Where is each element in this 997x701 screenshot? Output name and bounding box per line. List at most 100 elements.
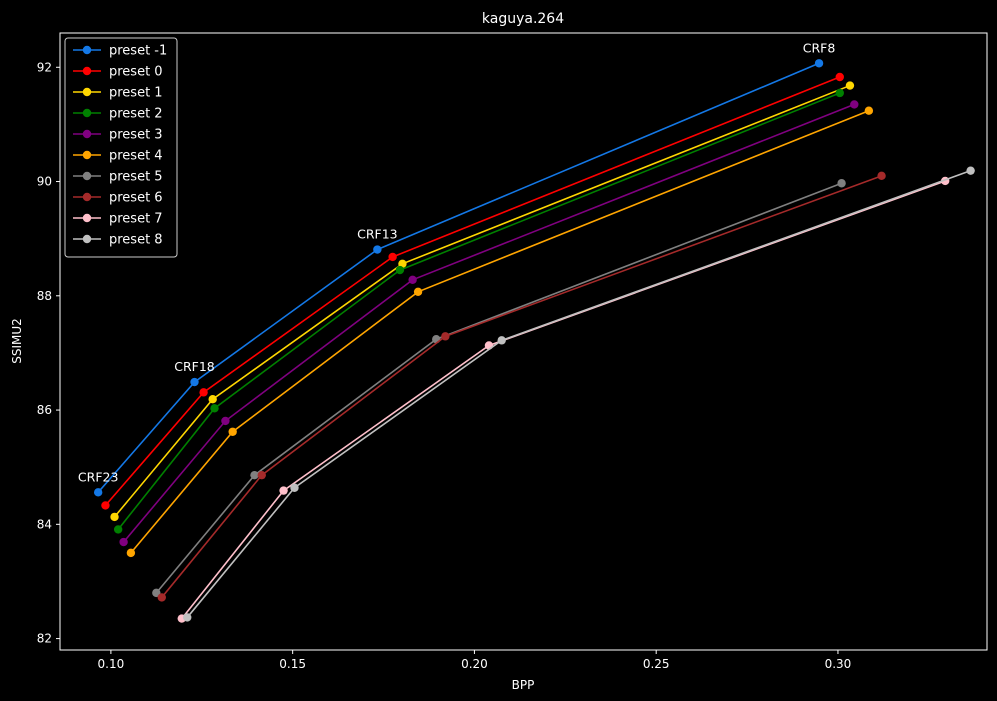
data-point bbox=[850, 100, 859, 109]
series-line bbox=[155, 182, 842, 594]
x-tick-label: 0.10 bbox=[98, 657, 125, 671]
data-point bbox=[93, 488, 103, 497]
series-line bbox=[113, 84, 851, 518]
y-axis: 82 84 86 88 90 92 bbox=[37, 60, 60, 646]
data-point bbox=[290, 483, 299, 492]
legend-label: preset 4 bbox=[109, 149, 163, 164]
legend-marker bbox=[82, 234, 92, 244]
series-line bbox=[130, 109, 870, 554]
legend-label: preset 7 bbox=[109, 212, 163, 227]
series-preset-8 bbox=[183, 166, 975, 622]
series-preset-3 bbox=[119, 100, 859, 547]
legend-label: preset 8 bbox=[109, 233, 163, 248]
y-tick-label: 86 bbox=[37, 403, 52, 417]
data-point bbox=[395, 265, 405, 275]
x-axis-label: BPP bbox=[512, 678, 535, 692]
data-point bbox=[157, 593, 166, 602]
x-tick-label: 0.15 bbox=[279, 657, 306, 671]
data-point bbox=[250, 470, 259, 480]
series-line bbox=[123, 103, 855, 543]
legend-label: preset 1 bbox=[109, 86, 163, 101]
legend-marker bbox=[82, 129, 92, 139]
data-point bbox=[113, 525, 123, 534]
series-line bbox=[104, 76, 841, 506]
series-preset-1 bbox=[110, 81, 855, 522]
legend-marker bbox=[82, 45, 92, 55]
data-point bbox=[432, 335, 441, 344]
y-tick-label: 82 bbox=[37, 632, 52, 646]
data-point bbox=[864, 106, 874, 115]
crf-annotation: CRF23 bbox=[78, 469, 119, 484]
legend-label: preset 5 bbox=[109, 170, 163, 185]
legend-label: preset 2 bbox=[109, 107, 163, 122]
data-point bbox=[413, 287, 423, 296]
data-point bbox=[126, 548, 136, 558]
legend: preset -1 preset 0 preset 1 preset 2 preset … bbox=[64, 37, 178, 258]
annotation-layer: CRF8 CRF13 CRF18 CRF23 bbox=[78, 40, 835, 484]
data-point bbox=[373, 245, 382, 254]
data-point bbox=[835, 72, 844, 82]
series-preset--1 bbox=[93, 59, 824, 497]
data-point bbox=[966, 166, 975, 175]
legend-marker bbox=[82, 66, 92, 76]
legend-label: preset 0 bbox=[109, 65, 163, 80]
x-tick-label: 0.25 bbox=[643, 657, 670, 671]
data-point bbox=[408, 275, 417, 284]
data-point bbox=[110, 512, 119, 522]
y-axis-label: SSIMU2 bbox=[10, 318, 24, 364]
data-point bbox=[835, 88, 844, 98]
series-line bbox=[161, 175, 882, 598]
series-preset-4 bbox=[126, 106, 874, 558]
data-point bbox=[199, 388, 208, 397]
data-point bbox=[877, 171, 886, 181]
series-layer bbox=[93, 59, 975, 623]
axes-frame bbox=[59, 32, 988, 651]
data-point bbox=[208, 395, 217, 404]
legend-marker bbox=[82, 171, 92, 181]
data-point bbox=[183, 613, 192, 622]
legend-marker bbox=[82, 87, 92, 97]
legend-marker bbox=[82, 192, 92, 202]
y-tick-label: 92 bbox=[37, 60, 52, 74]
series-preset-0 bbox=[101, 72, 844, 510]
data-point bbox=[814, 59, 824, 68]
x-tick-label: 0.30 bbox=[825, 657, 852, 671]
legend-label: preset 6 bbox=[109, 191, 163, 206]
data-point bbox=[228, 427, 237, 436]
crf-annotation: CRF18 bbox=[174, 359, 215, 374]
x-tick-label: 0.20 bbox=[461, 657, 488, 671]
y-tick-label: 84 bbox=[37, 517, 52, 531]
data-point bbox=[190, 377, 199, 387]
legend-marker bbox=[82, 108, 92, 118]
x-axis: 0.10 0.15 0.20 0.25 0.30 bbox=[98, 650, 852, 671]
series-preset-2 bbox=[113, 88, 844, 534]
data-point bbox=[101, 501, 110, 510]
data-point bbox=[398, 259, 407, 269]
series-line bbox=[186, 169, 971, 618]
data-point bbox=[221, 416, 230, 426]
chart-title: kaguya.264 bbox=[482, 11, 564, 27]
data-point bbox=[210, 404, 219, 413]
data-point bbox=[388, 252, 397, 262]
series-preset-6 bbox=[157, 171, 886, 602]
y-tick-label: 88 bbox=[37, 289, 52, 303]
crf-annotation: CRF8 bbox=[803, 40, 836, 55]
legend-marker bbox=[82, 150, 92, 160]
crf-annotation: CRF13 bbox=[357, 227, 398, 242]
data-point bbox=[837, 179, 846, 188]
data-point bbox=[845, 81, 855, 90]
data-point bbox=[119, 537, 128, 547]
legend-label: preset -1 bbox=[109, 44, 167, 59]
legend-label: preset 3 bbox=[109, 128, 163, 143]
y-tick-label: 90 bbox=[37, 175, 52, 189]
series-line bbox=[117, 92, 841, 530]
data-point bbox=[441, 332, 450, 341]
legend-marker bbox=[82, 213, 92, 223]
series-line bbox=[97, 62, 820, 493]
data-point bbox=[257, 470, 266, 480]
data-point bbox=[497, 336, 506, 345]
series-preset-5 bbox=[152, 179, 846, 598]
data-point bbox=[279, 486, 288, 495]
